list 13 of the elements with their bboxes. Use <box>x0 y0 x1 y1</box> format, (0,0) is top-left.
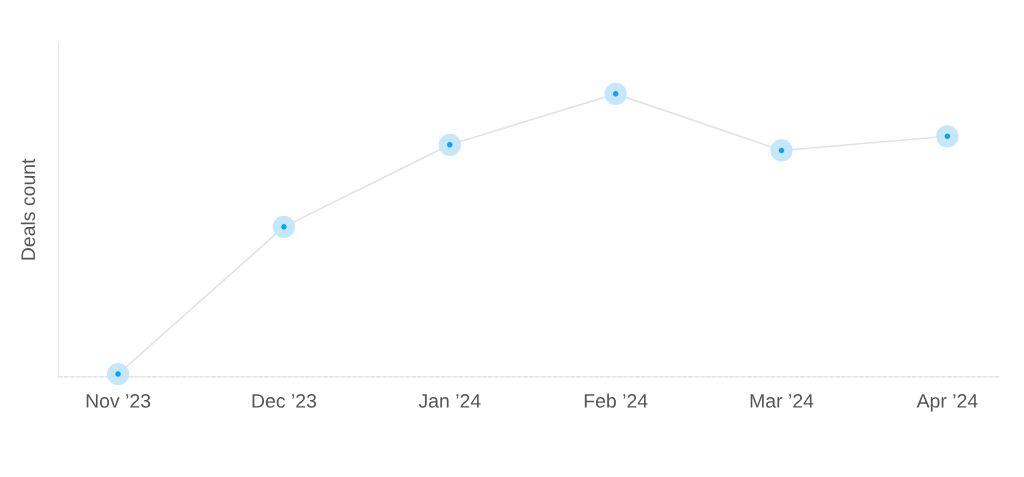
y-axis-title: Deals count <box>20 158 36 260</box>
x-tick-label: Nov ’23 <box>86 394 151 408</box>
point <box>272 215 296 238</box>
x-tick-label: Mar ’24 <box>750 394 814 408</box>
point <box>936 125 959 148</box>
x-tick-label: Jan ’24 <box>418 394 481 408</box>
x-tick-label: Apr ’24 <box>916 394 978 412</box>
point <box>604 82 627 105</box>
point <box>770 139 793 162</box>
x-tick-label: Dec ’23 <box>252 394 317 408</box>
x-tick-label: Feb ’24 <box>584 393 648 408</box>
point <box>106 362 130 386</box>
point <box>438 133 461 156</box>
